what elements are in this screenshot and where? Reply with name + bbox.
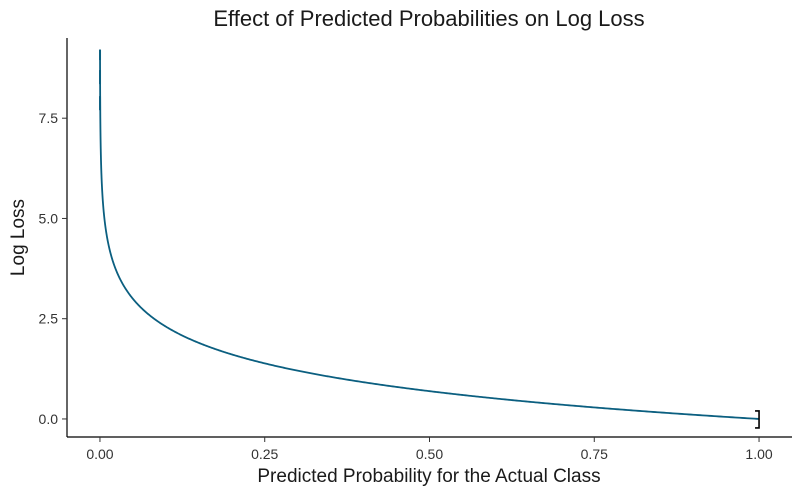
x-tick-label: 1.00 xyxy=(745,446,772,462)
y-tick-label: 2.5 xyxy=(39,311,59,327)
x-tick-label: 0.25 xyxy=(251,446,278,462)
y-tick-label: 0.0 xyxy=(39,411,59,427)
log-loss-line xyxy=(99,49,760,420)
x-axis-ticks: 0.00 0.25 0.50 0.75 1.00 xyxy=(86,437,773,462)
y-tick-label: 7.5 xyxy=(39,110,59,126)
chart-title: Effect of Predicted Probabilities on Log… xyxy=(213,6,644,31)
x-axis-title: Predicted Probability for the Actual Cla… xyxy=(257,466,600,487)
y-axis-ticks: 0.0 2.5 5.0 7.5 xyxy=(39,110,67,427)
y-axis-title: Log Loss xyxy=(8,199,29,276)
y-tick-label: 5.0 xyxy=(39,210,59,226)
x-tick-label: 0.75 xyxy=(581,446,608,462)
x-tick-label: 0.00 xyxy=(86,446,113,462)
plot-area xyxy=(99,49,760,429)
line-end-bracket xyxy=(755,410,760,429)
x-tick-label: 0.50 xyxy=(416,446,443,462)
